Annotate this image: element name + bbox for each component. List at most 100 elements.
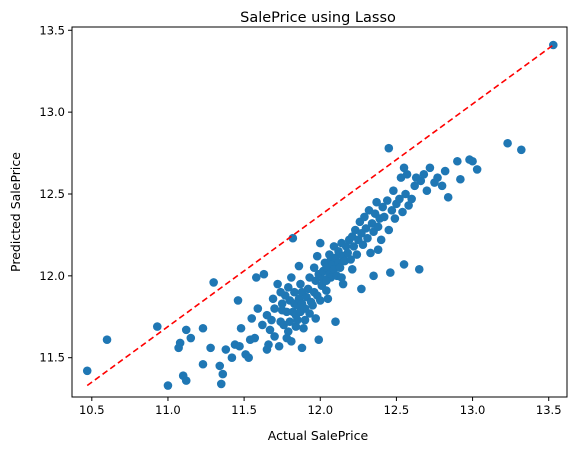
scatter-point	[235, 341, 244, 351]
scatter-point	[399, 163, 409, 173]
scatter-point	[221, 345, 231, 354]
scatter-point	[282, 333, 292, 343]
scatter-point	[456, 174, 465, 184]
scatter-point	[357, 284, 366, 294]
scatter-point	[308, 301, 317, 310]
scatter-point	[236, 323, 246, 333]
scatter-point	[283, 283, 293, 292]
scatter-point	[331, 317, 340, 326]
scatter-point	[369, 271, 378, 281]
scatter-point	[233, 296, 243, 305]
scatter-point	[337, 273, 346, 282]
x-tick-label: 11.0	[155, 403, 181, 417]
scatter-point	[315, 296, 325, 305]
scatter-point	[268, 294, 278, 304]
scatter-point	[517, 145, 526, 155]
scatter-point	[335, 263, 345, 272]
scatter-point	[361, 224, 371, 233]
scatter-point	[305, 309, 314, 318]
scatter-point	[395, 194, 404, 204]
scatter-point	[379, 212, 389, 222]
scatter-point	[468, 156, 477, 166]
scatter-point	[215, 361, 225, 371]
scatter-point	[443, 192, 453, 202]
scatter-point	[227, 353, 237, 363]
y-tick-label: 12.5	[39, 187, 65, 201]
y-tick-label: 13.0	[39, 105, 65, 119]
scatter-point	[290, 287, 299, 297]
y-tick-label: 12.0	[39, 269, 65, 283]
scatter-point	[206, 343, 215, 353]
scatter-point	[414, 265, 424, 274]
scatter-point	[376, 235, 386, 245]
scatter-point	[273, 279, 282, 289]
scatter-point	[343, 248, 352, 258]
reference-line	[86, 44, 554, 387]
scatter-point	[347, 265, 357, 274]
scatter-point	[311, 314, 320, 323]
scatter-point	[312, 251, 322, 261]
scatter-point	[296, 279, 305, 289]
scatter-point	[181, 376, 191, 385]
scatter-point	[186, 333, 196, 343]
scatter-point	[363, 233, 372, 243]
scatter-point	[218, 369, 228, 379]
x-tick-label: 12.0	[307, 403, 333, 417]
scatter-point	[382, 196, 392, 205]
scatter-point	[349, 242, 359, 251]
x-tick-label: 13.0	[460, 403, 486, 417]
scatter-point	[389, 186, 398, 196]
scatter-point	[373, 245, 383, 254]
x-axis: 10.5 11.0 11.5 12.0 12.5 13.0 13.5	[79, 397, 562, 417]
scatter-point	[440, 166, 450, 176]
scatter-point	[437, 181, 447, 191]
scatter-point	[82, 366, 92, 376]
scatter-point	[453, 156, 462, 166]
scatter-point	[265, 325, 275, 335]
plot-frame	[71, 26, 568, 398]
scatter-point	[253, 304, 263, 313]
scatter-point	[297, 343, 307, 353]
x-axis-label: Actual SalePrice	[268, 428, 369, 443]
scatter-point	[322, 276, 331, 286]
scatter-point	[416, 176, 426, 186]
scatter-point	[404, 201, 413, 210]
scatter-point	[352, 250, 362, 259]
scatter-point	[372, 197, 381, 207]
scatter-point	[294, 261, 304, 271]
scatter-point	[360, 212, 369, 222]
scatter-point	[198, 323, 208, 333]
scatter-point	[378, 202, 388, 212]
scatter-point	[407, 194, 416, 204]
scatter-point	[399, 260, 409, 269]
scatter-point	[341, 242, 351, 251]
chart-title: SalePrice using Lasso	[240, 10, 396, 26]
scatter-point	[181, 325, 191, 335]
scatter-point	[209, 278, 218, 287]
scatter-point	[315, 238, 325, 248]
scatter-point	[314, 335, 324, 345]
scatter-point	[274, 341, 284, 351]
scatter-point	[398, 207, 407, 217]
plot-area	[82, 40, 558, 390]
scatter-point	[276, 287, 285, 297]
scatter-point	[384, 225, 394, 235]
scatter-point	[152, 322, 162, 331]
scatter-point	[283, 327, 293, 336]
scatter-point	[309, 263, 319, 272]
scatter-point	[401, 189, 410, 199]
scatter-point	[472, 165, 482, 174]
x-tick-label: 12.5	[384, 403, 410, 417]
scatter-point	[247, 314, 257, 323]
scatter-point	[251, 273, 261, 282]
x-tick-label: 11.5	[231, 403, 257, 417]
scatter-point	[259, 269, 269, 279]
scatter-point	[358, 240, 368, 250]
scatter-point	[419, 170, 429, 179]
y-axis-label: Predicted SalePrice	[8, 152, 23, 272]
x-tick-label: 13.5	[536, 403, 562, 417]
scatter-point	[300, 315, 310, 325]
scatter-point	[250, 333, 260, 343]
x-tick-label: 10.5	[79, 403, 105, 417]
